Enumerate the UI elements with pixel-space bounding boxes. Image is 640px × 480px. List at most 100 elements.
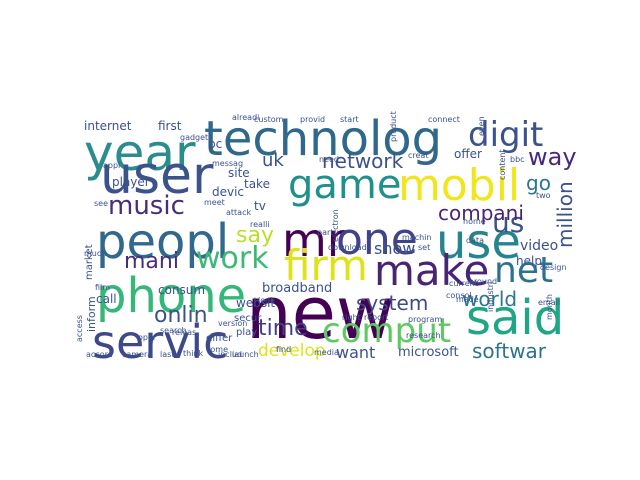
word-month: month <box>545 294 554 320</box>
word-new: new <box>246 271 395 355</box>
word-net: net <box>494 250 553 291</box>
word-film: film <box>95 283 110 292</box>
word-even: even <box>477 116 486 136</box>
word-use: use <box>436 214 521 270</box>
word-need: need <box>319 155 339 164</box>
word-much: much <box>84 249 106 258</box>
word-two: two <box>536 191 551 200</box>
word-consum: consum <box>158 283 205 297</box>
word-program: program <box>408 315 442 324</box>
word-search: search <box>160 326 187 335</box>
word-look: look <box>258 296 275 305</box>
word-see: see <box>94 199 108 208</box>
word-internet: internet <box>84 119 132 133</box>
cloud-canvas <box>78 108 578 364</box>
word-player: player <box>112 175 150 189</box>
word-uk: uk <box>262 150 284 171</box>
word-report: report <box>364 313 388 322</box>
word-accord: accord <box>86 350 113 359</box>
word-research: research <box>406 331 441 340</box>
word-world: world <box>462 287 517 311</box>
word-websit: websit <box>236 296 275 310</box>
word-releas: releas <box>172 328 196 337</box>
word-start: start <box>340 115 359 124</box>
word-compani: compani <box>438 201 524 225</box>
word-technolog: technolog <box>204 111 442 167</box>
word-game: game <box>288 162 401 208</box>
word-mobil: mobil <box>398 160 520 211</box>
word-one: one <box>336 214 418 265</box>
word-part: part <box>317 228 333 237</box>
word-industri: industri <box>486 282 495 312</box>
word-peopl: peopl <box>96 214 229 270</box>
word-design: design <box>540 263 567 272</box>
word-includ: includ <box>218 350 242 359</box>
word-system: system <box>356 291 428 315</box>
word-connect: connect <box>428 115 460 124</box>
word-say: say <box>236 223 274 248</box>
word-set: set <box>418 243 430 252</box>
word-come: come <box>206 345 228 354</box>
word-comput: comput <box>322 311 451 351</box>
word-video: video <box>520 238 558 254</box>
word-develop: develop <box>258 341 326 361</box>
word-mr: mr <box>282 213 346 267</box>
word-machin: machin <box>402 233 431 242</box>
word-tv: tv <box>254 199 266 213</box>
word-attack: attack <box>226 208 251 217</box>
word-gadget: gadget <box>180 133 208 142</box>
word-firm: firm <box>284 241 368 290</box>
word-find: find <box>276 345 291 354</box>
word-pc: pc <box>208 137 222 151</box>
word-way: way <box>528 143 577 171</box>
word-current: current <box>449 279 478 288</box>
word-market: market <box>84 244 95 280</box>
word-download: download <box>328 243 367 252</box>
word-content: content <box>498 149 507 180</box>
word-provid: provid <box>300 115 325 124</box>
word-devic: devic <box>212 185 244 199</box>
word-servic: servic <box>92 315 228 369</box>
word-email: email <box>538 298 560 307</box>
word-home: home <box>463 217 486 226</box>
word-mani: mani <box>124 249 179 274</box>
word-network: network <box>322 149 404 173</box>
word-user: user <box>100 146 214 206</box>
word-said: said <box>466 290 564 346</box>
word-go: go <box>526 171 551 195</box>
word-onlin: onlin <box>154 303 208 328</box>
word-want: want <box>336 343 375 362</box>
word-version: version <box>218 319 247 328</box>
word-inform: inform <box>85 296 98 332</box>
word-first: first <box>158 119 182 133</box>
word-bbc: bbc <box>510 155 525 164</box>
word-consol: consol <box>446 291 472 300</box>
word-custom: custom <box>254 115 284 124</box>
word-help: help <box>516 254 542 268</box>
word-call: call <box>96 292 117 306</box>
word-right: right <box>342 313 361 322</box>
word-million: million <box>553 181 577 248</box>
word-differ: differ <box>206 333 233 344</box>
word-digit: digit <box>468 115 543 155</box>
word-microsoft: microsoft <box>398 345 459 360</box>
word-phone: phone <box>96 268 246 324</box>
word-secur: secur <box>234 313 262 324</box>
word-alreadi: alreadi <box>232 113 259 122</box>
word-offer: offer <box>454 147 482 161</box>
word-camera: camera <box>122 350 152 359</box>
word-oper: oper <box>138 333 157 342</box>
word-appl: appl <box>103 161 120 170</box>
word-realli: realli <box>250 220 270 229</box>
word-make: make <box>374 246 489 295</box>
word-electron: electron <box>331 209 340 242</box>
word-play: play <box>236 327 257 338</box>
word-meet: meet <box>204 198 225 207</box>
word-product: product <box>389 111 398 142</box>
word-around: around <box>469 277 497 286</box>
word-messag: messag <box>212 159 243 168</box>
word-site: site <box>228 166 250 180</box>
word-access: access <box>75 315 84 342</box>
